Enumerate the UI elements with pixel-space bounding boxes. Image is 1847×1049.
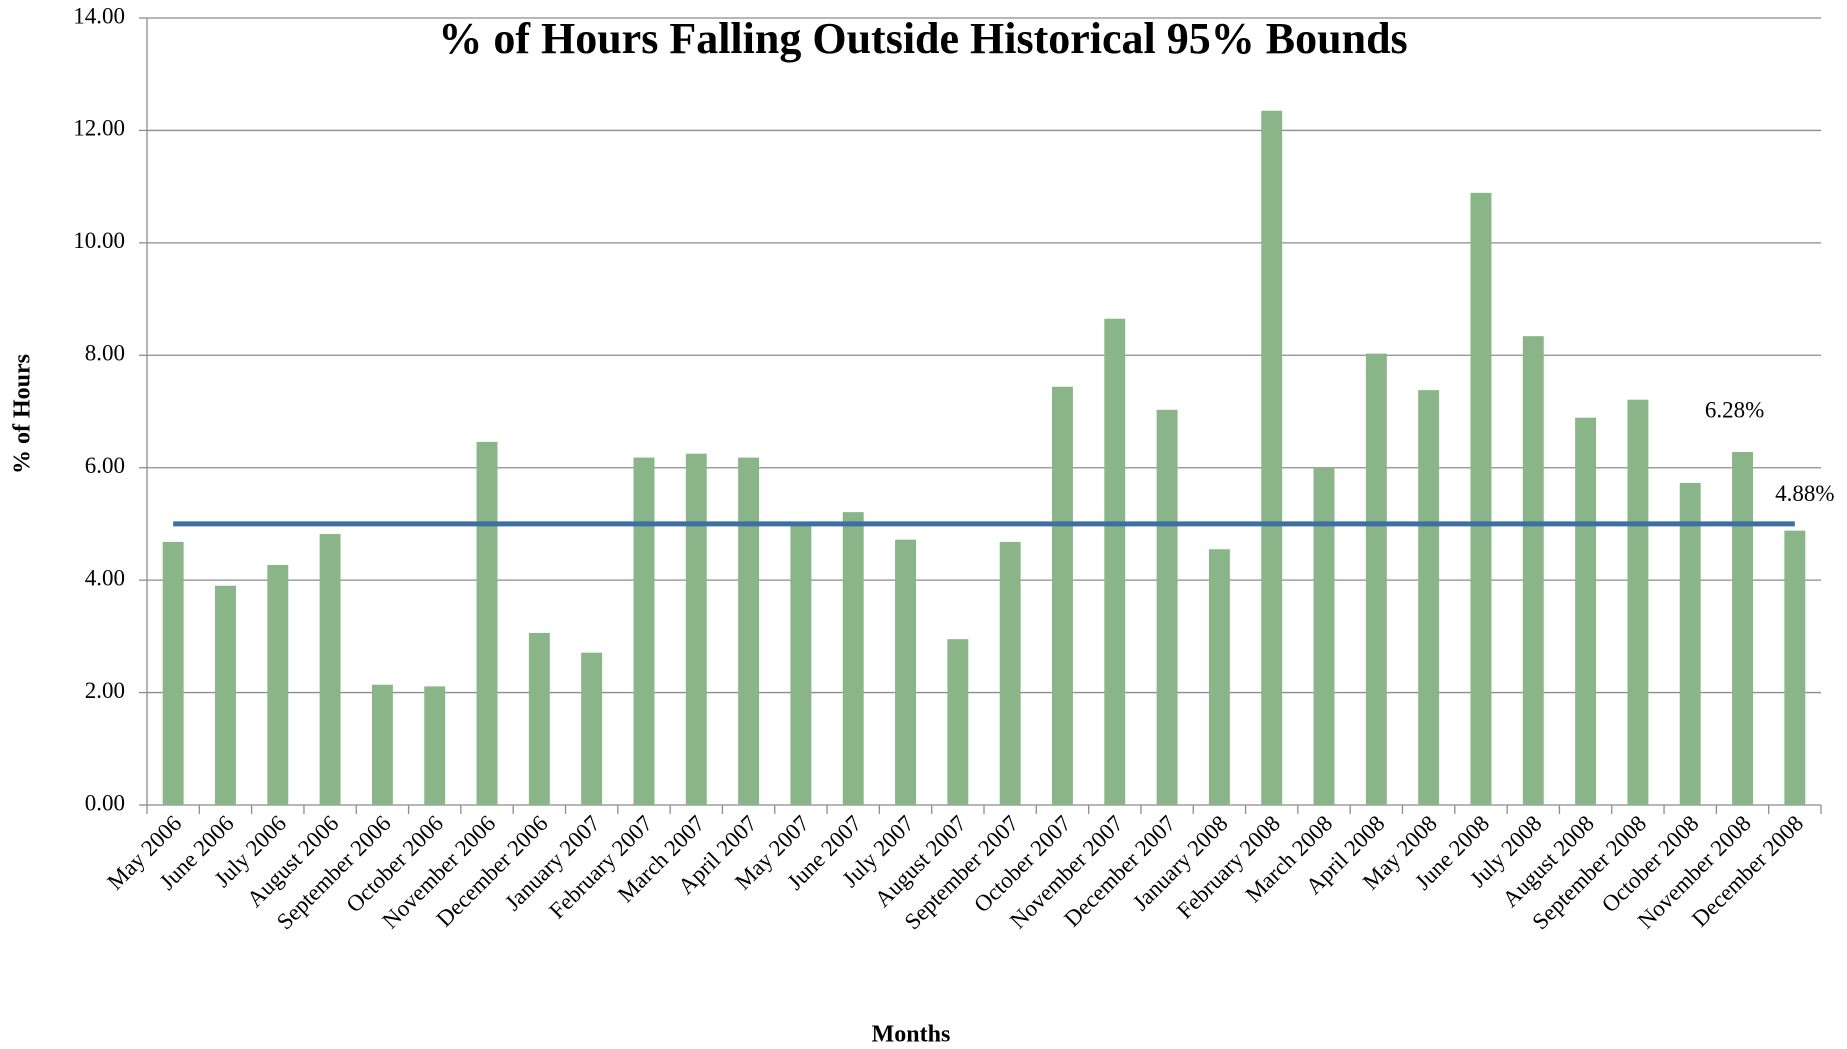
bar (1627, 399, 1649, 805)
bar (528, 632, 550, 805)
y-tick-label: 12.00 (73, 116, 125, 141)
data-label: 4.88% (1775, 481, 1834, 506)
data-label: 6.28% (1705, 397, 1764, 422)
bar (162, 541, 184, 805)
bar (1575, 417, 1597, 805)
bar (267, 564, 289, 805)
bar (633, 457, 655, 805)
bar (895, 539, 916, 805)
bar (1470, 192, 1492, 806)
bar (1208, 549, 1230, 805)
bar (476, 441, 498, 805)
bar (947, 639, 969, 805)
y-tick-label: 14.00 (73, 3, 125, 28)
bar (1156, 409, 1178, 805)
y-tick-label: 0.00 (85, 790, 125, 815)
bar (1313, 467, 1335, 805)
y-axis-label: % of Hours (10, 354, 36, 474)
y-tick-label: 2.00 (85, 678, 125, 703)
bar (581, 652, 603, 805)
y-tick-label: 10.00 (73, 228, 125, 253)
bar (1365, 353, 1387, 805)
x-axis-label: Months (872, 1022, 951, 1048)
chart-title: % of Hours Falling Outside Historical 95… (438, 14, 1407, 63)
bar (1261, 110, 1283, 806)
bar (319, 534, 341, 805)
bar (790, 523, 812, 805)
y-tick-label: 4.00 (85, 565, 125, 590)
y-tick-label: 6.00 (85, 453, 125, 478)
bar (1418, 390, 1440, 805)
bar (685, 453, 707, 805)
bar (371, 684, 393, 805)
bar (842, 512, 864, 805)
bar (1784, 530, 1806, 805)
bar (999, 541, 1021, 805)
bar (215, 585, 236, 805)
bar (1679, 482, 1701, 805)
bar (424, 686, 446, 805)
bar (738, 457, 760, 805)
bar (1104, 318, 1126, 805)
bar (1052, 386, 1073, 805)
y-tick-label: 8.00 (85, 341, 125, 366)
bar (1522, 336, 1544, 805)
bar (1732, 451, 1753, 805)
